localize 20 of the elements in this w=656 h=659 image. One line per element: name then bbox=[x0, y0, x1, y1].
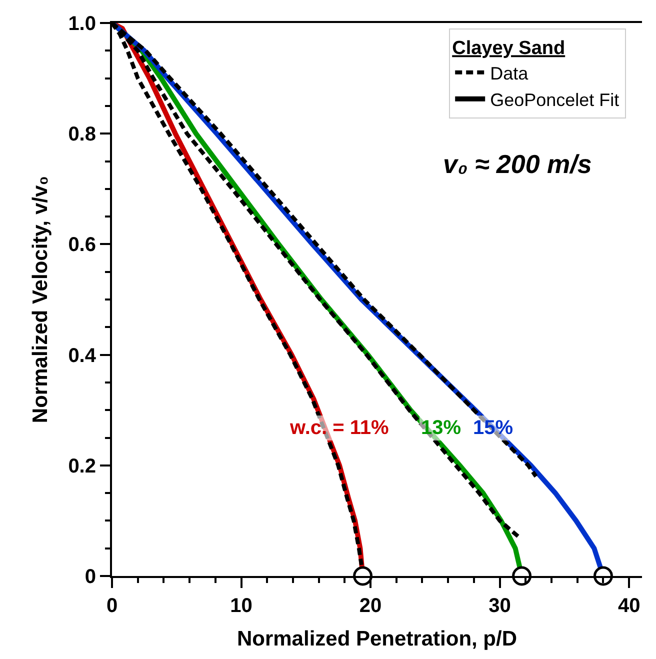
y-tick-label: 0.2 bbox=[68, 455, 96, 478]
x-tick-label: 20 bbox=[359, 595, 382, 617]
y-tick-label: 0 bbox=[84, 566, 96, 588]
series-label: 13% bbox=[421, 417, 462, 439]
x-tick-label: 10 bbox=[230, 595, 252, 617]
legend-label: GeoPoncelet Fit bbox=[490, 90, 620, 110]
series-label: 15% bbox=[473, 417, 514, 439]
y-tick-label: 0.4 bbox=[68, 344, 97, 367]
legend-title: Clayey Sand bbox=[452, 38, 566, 60]
legend-label: Data bbox=[490, 63, 530, 84]
y-tick-label: 0.8 bbox=[68, 124, 96, 146]
y-tick-label: 0.6 bbox=[68, 234, 96, 256]
x-tick-label: 30 bbox=[488, 595, 511, 617]
y-tick-label: 1.0 bbox=[68, 13, 96, 35]
x-tick-label: 0 bbox=[106, 595, 118, 617]
y-axis-title: Normalized Velocity, v/v₀ bbox=[28, 176, 52, 424]
annotation: v₀ ≈ 200 m/s bbox=[443, 149, 592, 179]
x-tick-label: 40 bbox=[618, 595, 640, 617]
x-axis-title: Normalized Penetration, p/D bbox=[236, 628, 518, 651]
series-label: w.c. = 11% bbox=[289, 417, 389, 439]
